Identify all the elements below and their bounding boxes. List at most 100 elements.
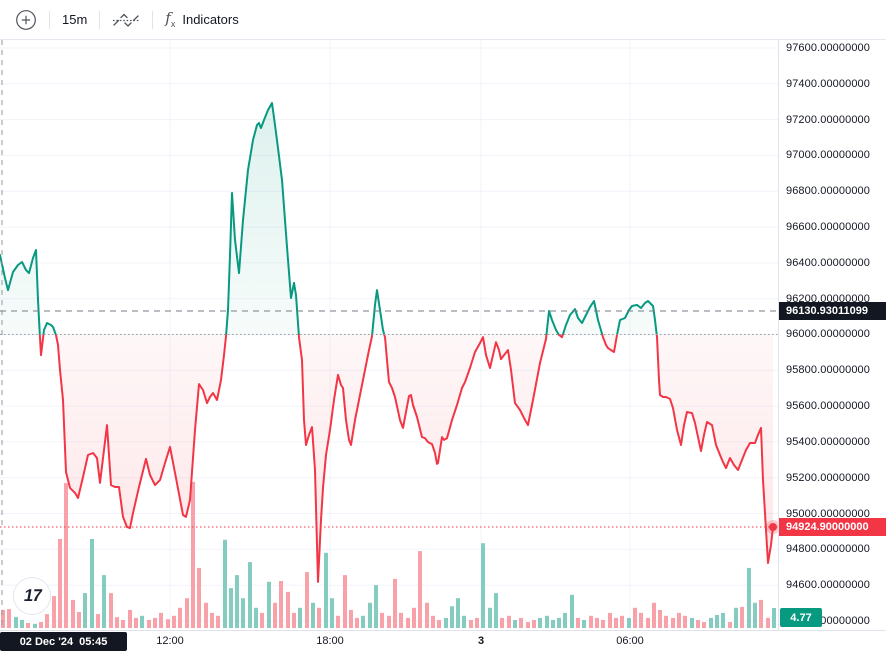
volume-bar <box>90 539 94 628</box>
price-tick-label: 97200.00000000 <box>786 113 870 126</box>
volume-bar <box>71 599 75 628</box>
price-tick-label: 94800.00000000 <box>786 543 870 556</box>
plus-circle-icon <box>15 9 37 31</box>
volume-bar <box>147 620 151 628</box>
price-tick-label: 95800.00000000 <box>786 364 870 377</box>
volume-bar <box>349 609 353 628</box>
price-tick-label: 95400.00000000 <box>786 435 870 448</box>
last-price-badge: 94924.90000000 <box>779 517 886 536</box>
volume-bar <box>696 620 700 628</box>
volume-bar <box>450 606 454 628</box>
volume-bar <box>292 612 296 628</box>
price-tick-label: 95600.00000000 <box>786 400 870 413</box>
tradingview-logo-glyph: 17 <box>21 586 43 605</box>
price-axis[interactable]: 96130.93011099 94924.90000000 4.77 97600… <box>778 40 886 630</box>
volume-bar <box>355 617 359 628</box>
volume-bar <box>418 551 422 628</box>
last-price-dot <box>769 523 777 531</box>
volume-bar <box>513 620 517 628</box>
indicators-button[interactable]: fx Indicators <box>156 5 247 35</box>
time-axis[interactable]: 02 Dec '24 05:45 12:00 18:00 3 06:00 <box>0 630 886 653</box>
volume-bar <box>747 567 751 628</box>
price-tick-label: 97400.00000000 <box>786 77 870 90</box>
price-tick-label: 96600.00000000 <box>786 221 870 234</box>
volume-bar <box>538 617 542 628</box>
volume-bar <box>185 598 189 628</box>
volume-bar <box>254 607 258 628</box>
volume-bar <box>83 593 87 628</box>
baseline-chart-style-icon <box>112 11 140 29</box>
volume-bar <box>481 543 485 628</box>
volume-bar <box>551 620 555 628</box>
interval-button[interactable]: 15m <box>53 5 96 35</box>
volume-bar <box>286 591 290 628</box>
price-tick-label: 96400.00000000 <box>786 256 870 269</box>
volume-bar <box>58 539 62 628</box>
volume-bar <box>260 612 264 628</box>
volume-bar <box>507 615 511 628</box>
price-tick-label: 97000.00000000 <box>786 149 870 162</box>
volume-bar <box>153 617 157 628</box>
volume-bar <box>393 578 397 628</box>
interval-label: 15m <box>62 12 88 27</box>
volume-bar <box>488 607 492 628</box>
volume-bar <box>658 609 662 628</box>
volume-bar <box>1 609 5 628</box>
volume-bar <box>475 617 479 628</box>
volume-bar <box>204 602 208 628</box>
volume-bar <box>633 607 637 628</box>
volume-bar <box>336 615 340 628</box>
volume-bar <box>20 620 24 628</box>
volume-bar <box>519 617 523 628</box>
volume-bar <box>740 607 744 628</box>
volume-bar <box>172 615 176 628</box>
volume-bar <box>223 539 227 628</box>
volume-bar <box>39 622 43 628</box>
volume-bar <box>399 612 403 628</box>
volume-bar <box>241 598 245 628</box>
time-tick-label: 12:00 <box>156 635 184 647</box>
toolbar-separator <box>49 10 50 29</box>
volume-bar <box>26 623 30 628</box>
volume-bar <box>721 612 725 628</box>
chart-style-button[interactable] <box>103 5 149 35</box>
volume-bar <box>444 617 448 628</box>
volume-bar <box>646 617 650 628</box>
volume-bar <box>115 617 119 628</box>
tradingview-logo[interactable]: 17 <box>13 577 51 615</box>
volume-bar <box>734 607 738 628</box>
volume-bar <box>96 614 100 628</box>
symbol-add-button[interactable] <box>6 5 46 35</box>
price-tick-label: 97600.00000000 <box>786 42 870 54</box>
toolbar-separator <box>152 10 154 29</box>
volume-bar <box>330 598 334 628</box>
volume-bar <box>267 581 271 628</box>
volume-bar <box>343 575 347 628</box>
volume-bar <box>33 623 37 628</box>
volume-bar <box>324 552 328 628</box>
price-tick-label: 94600.00000000 <box>786 579 870 592</box>
volume-bar <box>664 615 668 628</box>
volume-bar <box>159 612 163 628</box>
price-chart-pane[interactable] <box>0 40 778 630</box>
volume-bar <box>406 617 410 628</box>
baseline-fill-below <box>0 334 773 582</box>
volume-bar <box>166 619 170 628</box>
volume-bar <box>178 607 182 628</box>
volume-bar <box>412 607 416 628</box>
time-tick-label: 3 <box>477 635 485 647</box>
time-tick-label: 18:00 <box>316 635 344 647</box>
volume-bar <box>248 562 252 628</box>
volume-bar <box>652 602 656 628</box>
volume-bar <box>715 615 719 628</box>
volume-bar <box>305 572 309 628</box>
volume-bar <box>279 581 283 628</box>
volume-bar <box>589 615 593 628</box>
volume-bar <box>134 617 138 628</box>
volume-bar <box>709 617 713 628</box>
volume-bar <box>311 602 315 628</box>
volume-bar <box>683 615 687 628</box>
volume-bar <box>102 575 106 628</box>
volume-bar <box>229 588 233 628</box>
volume-bar <box>772 608 776 628</box>
